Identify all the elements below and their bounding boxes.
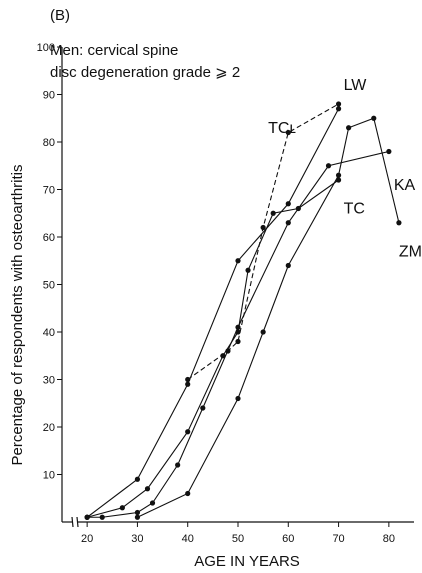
data-point xyxy=(185,381,191,387)
series-tc-label: TCʟ xyxy=(268,120,296,137)
series-tc-label: TC xyxy=(344,201,365,218)
data-point xyxy=(185,490,191,497)
x-tick-label: 40 xyxy=(182,533,194,545)
data-point xyxy=(220,353,226,359)
axis-break-mark xyxy=(76,516,79,528)
data-point xyxy=(325,163,332,169)
series-ka-line xyxy=(87,150,389,518)
series-zm: ZM xyxy=(134,115,422,520)
x-tick-label: 80 xyxy=(383,533,395,545)
data-point xyxy=(285,262,291,269)
data-point xyxy=(285,129,291,136)
axis-break-mark xyxy=(71,516,74,528)
data-point xyxy=(235,395,241,402)
data-point xyxy=(396,220,402,226)
data-point xyxy=(260,224,266,231)
data-point xyxy=(335,172,342,178)
x-tick-label: 30 xyxy=(131,533,143,545)
series-zm-line xyxy=(137,117,400,518)
data-point xyxy=(260,329,266,335)
series-zm-label: ZM xyxy=(399,243,422,260)
data-point xyxy=(270,210,276,216)
data-point xyxy=(285,201,291,207)
data-point xyxy=(335,101,342,107)
data-point xyxy=(235,258,241,264)
y-tick-label: 60 xyxy=(43,232,55,244)
x-tick-label: 70 xyxy=(332,533,344,545)
series-lw: LW xyxy=(84,77,368,520)
y-tick-label: 30 xyxy=(43,375,55,387)
x-tick-label: 20 xyxy=(81,533,93,545)
data-point xyxy=(134,509,141,516)
y-tick-label: 40 xyxy=(43,327,55,339)
data-point xyxy=(235,329,241,335)
x-axis-label: AGE IN YEARS xyxy=(194,553,300,570)
data-point xyxy=(295,205,301,212)
data-point xyxy=(99,514,105,520)
chart-title-line-2: disc degeneration grade ⩾ 2 xyxy=(50,64,240,81)
data-point xyxy=(346,125,352,131)
y-tick-label: 50 xyxy=(43,280,55,292)
data-point xyxy=(134,514,141,520)
panel-label: (B) xyxy=(50,7,70,24)
series-ka-label: KA xyxy=(394,177,416,194)
y-tick-label: 90 xyxy=(43,90,55,102)
y-tick-label: 70 xyxy=(43,185,55,197)
data-point xyxy=(200,405,206,411)
axes: 10 20 30 40 50 60 70 80 90 100 20 30 40 50 60 70 80 xyxy=(37,42,414,545)
data-point xyxy=(235,338,241,345)
data-point xyxy=(149,500,156,506)
data-point xyxy=(185,429,191,435)
data-point xyxy=(185,376,191,383)
data-point xyxy=(175,462,181,468)
data-point xyxy=(134,476,141,482)
series-ka: KA xyxy=(84,148,416,520)
data-point xyxy=(119,505,125,511)
y-tick-label: 80 xyxy=(43,137,55,149)
series-tc: TC xyxy=(84,177,365,520)
series-tc: TCʟ xyxy=(185,101,342,383)
data-point xyxy=(144,486,151,492)
x-tick-label: 60 xyxy=(282,533,294,545)
series-layer: LW TCʟ KA TC ZM xyxy=(84,77,422,520)
y-tick-label: 100 xyxy=(37,42,55,54)
series-tc-line xyxy=(86,179,339,518)
y-tick-label: 10 xyxy=(43,470,55,482)
series-lw-line xyxy=(86,108,340,518)
y-tick-label: 20 xyxy=(43,422,55,434)
chart-title-line-1: Men: cervical spine xyxy=(50,42,178,59)
y-axis-label: Percentage of respondents with osteoarth… xyxy=(9,164,26,465)
x-tick-label: 50 xyxy=(232,533,244,545)
data-point xyxy=(285,220,291,226)
series-tc-line xyxy=(187,103,339,380)
series-lw-label: LW xyxy=(344,77,368,94)
data-point xyxy=(84,514,90,520)
data-point xyxy=(371,115,377,121)
data-point xyxy=(335,106,342,112)
data-point xyxy=(386,148,392,155)
data-point xyxy=(245,267,251,273)
